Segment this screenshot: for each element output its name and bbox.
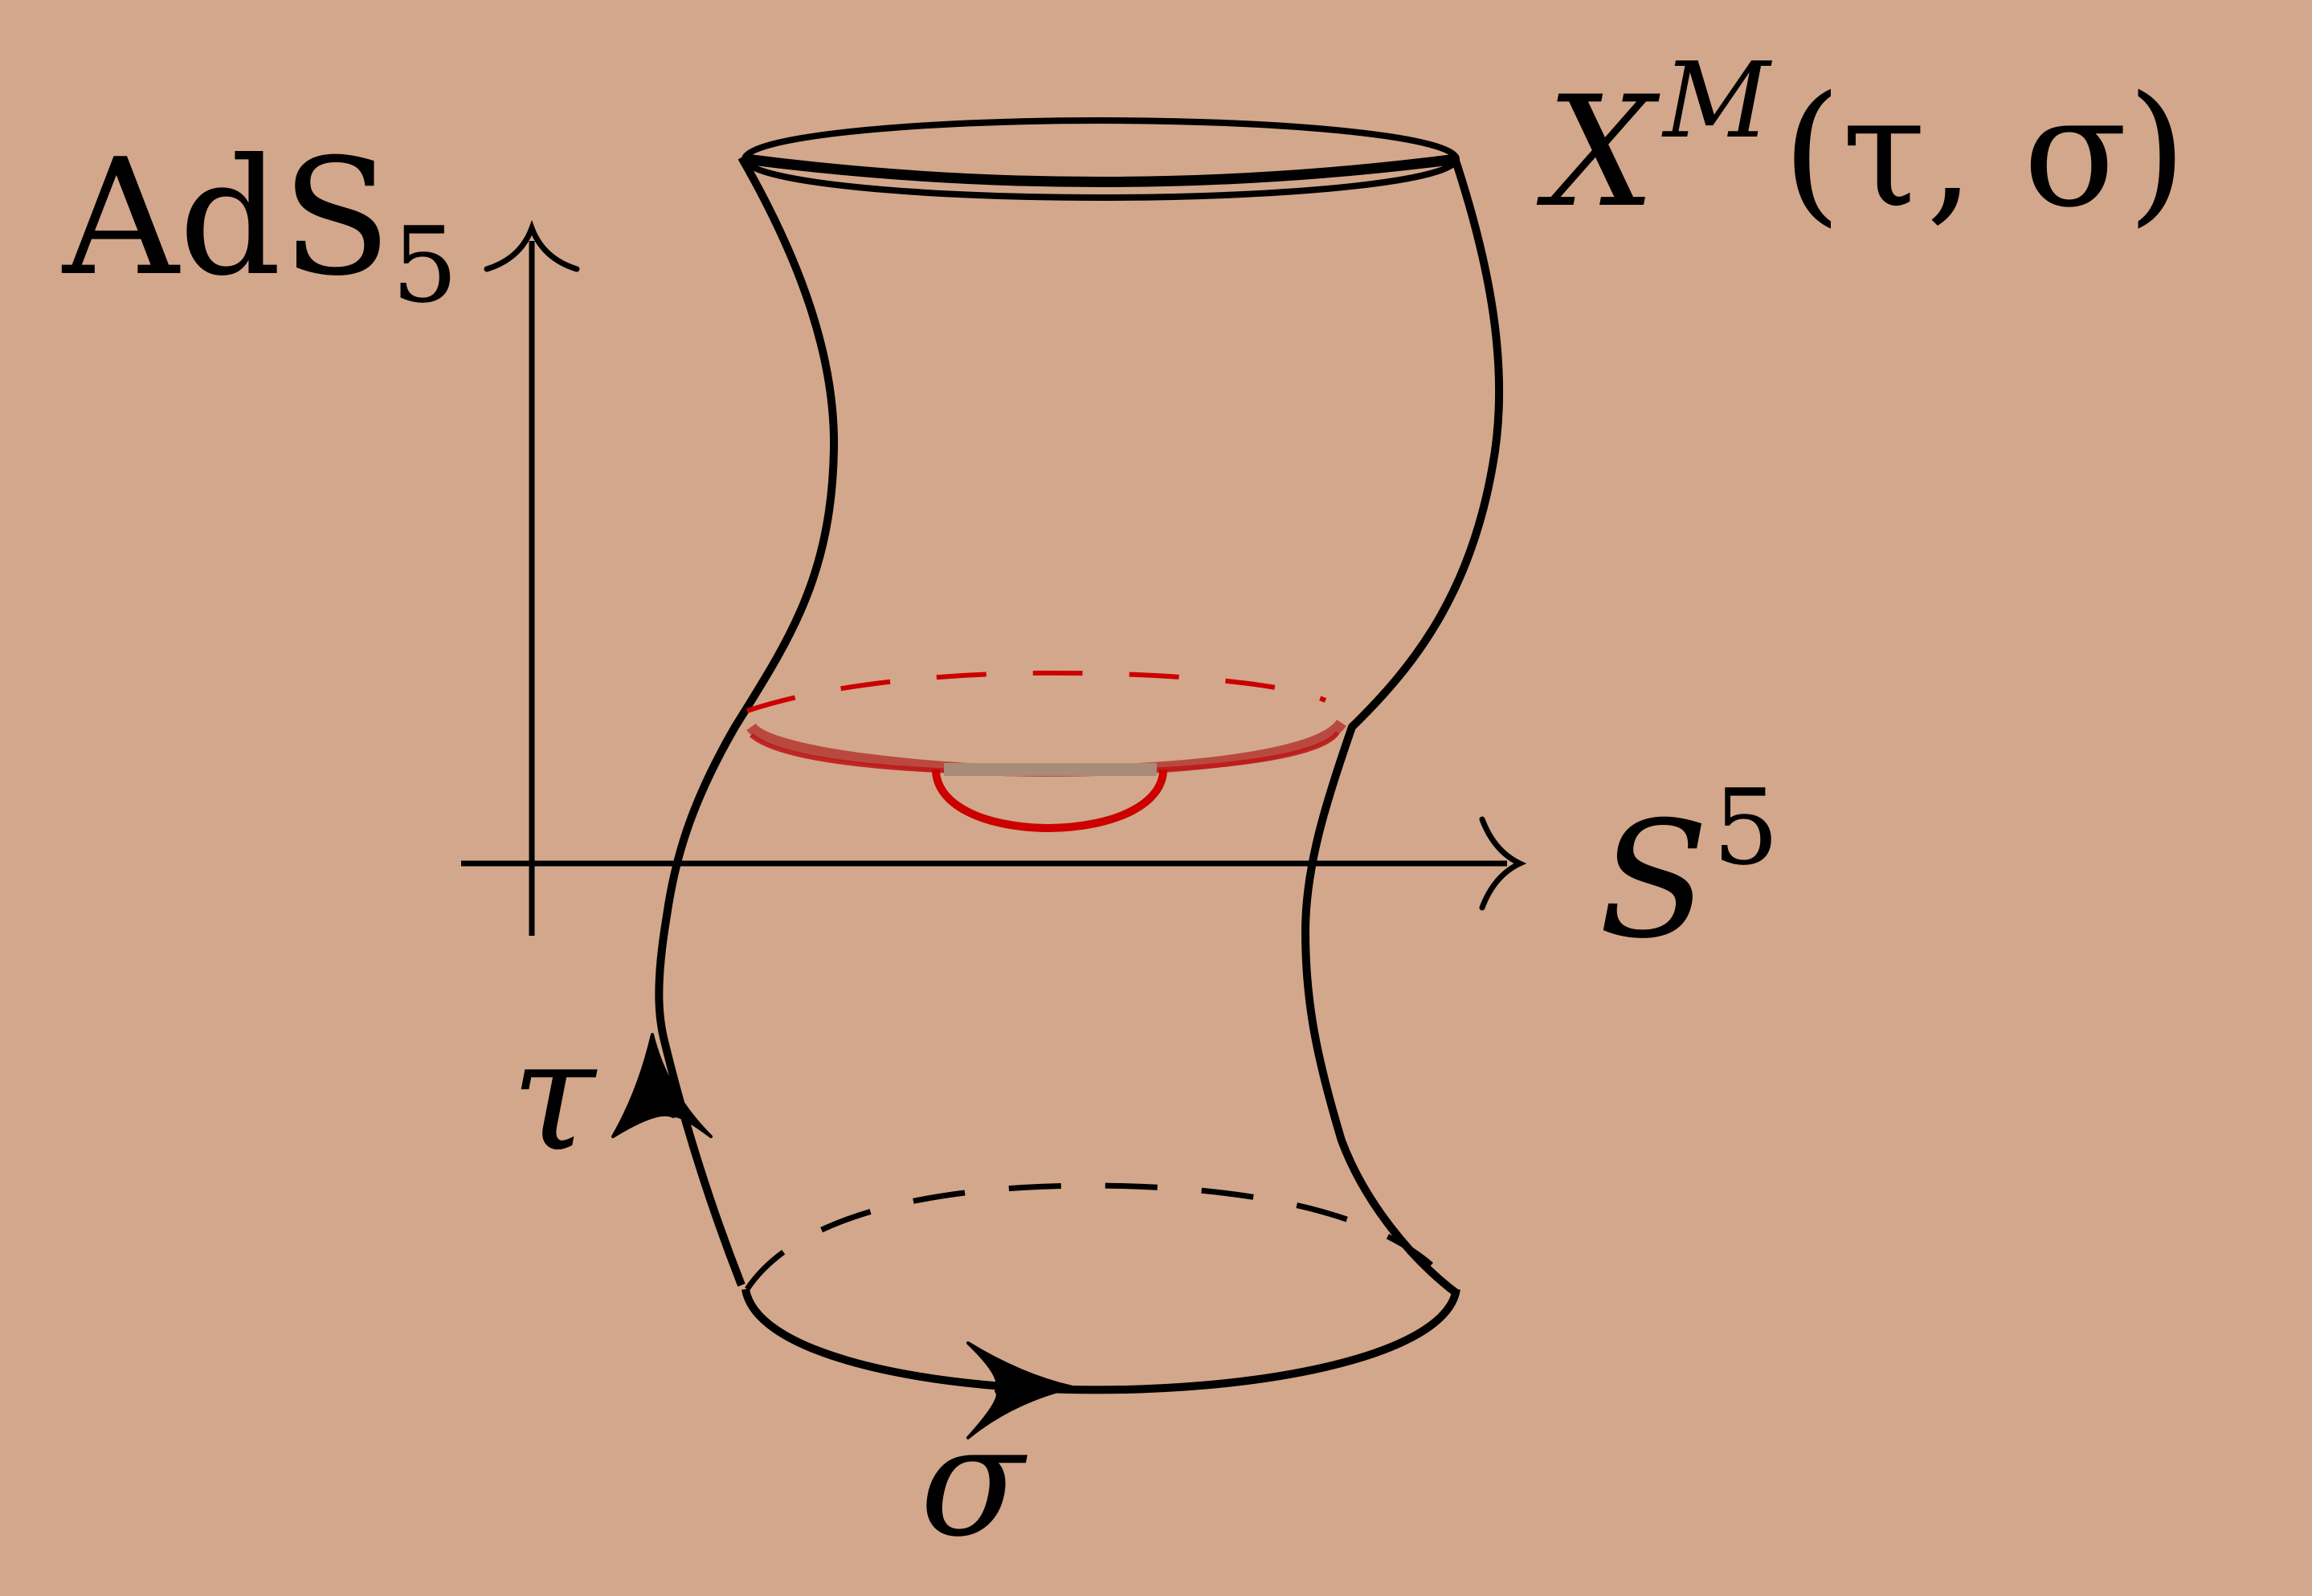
embedding-superscript: M — [1661, 39, 1772, 161]
ads-axis-arrowhead — [484, 219, 580, 272]
bottom-loop-back-dashed — [745, 1182, 1456, 1292]
slice-dip-loop — [932, 769, 1167, 833]
bottom-loop-front — [741, 1288, 1460, 1394]
s5-label: S5 — [1599, 766, 1779, 974]
embedding-arguments: (τ, σ) — [1782, 63, 2187, 241]
sigma-label: σ — [920, 1393, 1027, 1570]
ads5-subscript: 5 — [391, 204, 458, 326]
embedding-label: XM(τ, σ) — [1536, 39, 2187, 241]
ads5-label: AdS5 — [61, 124, 458, 326]
s5-superscript: 5 — [1713, 766, 1779, 888]
worldsheet — [611, 117, 1504, 1439]
axes — [461, 219, 1527, 936]
sigma-direction-arrow — [966, 1341, 1074, 1439]
top-loop-front-thick — [745, 153, 1457, 187]
highlighted-slice — [746, 670, 1346, 833]
tau-label: τ — [511, 1007, 598, 1185]
left-worldsheet-edge — [655, 155, 839, 1287]
right-worldsheet-edge — [1301, 154, 1504, 1296]
labels: AdS5 S5 XM(τ, σ) τ σ — [61, 39, 2187, 1570]
sphere-axis-arrowhead — [1479, 816, 1527, 911]
tau-direction-arrow — [611, 1033, 713, 1138]
slice-back-dashed — [746, 670, 1327, 713]
